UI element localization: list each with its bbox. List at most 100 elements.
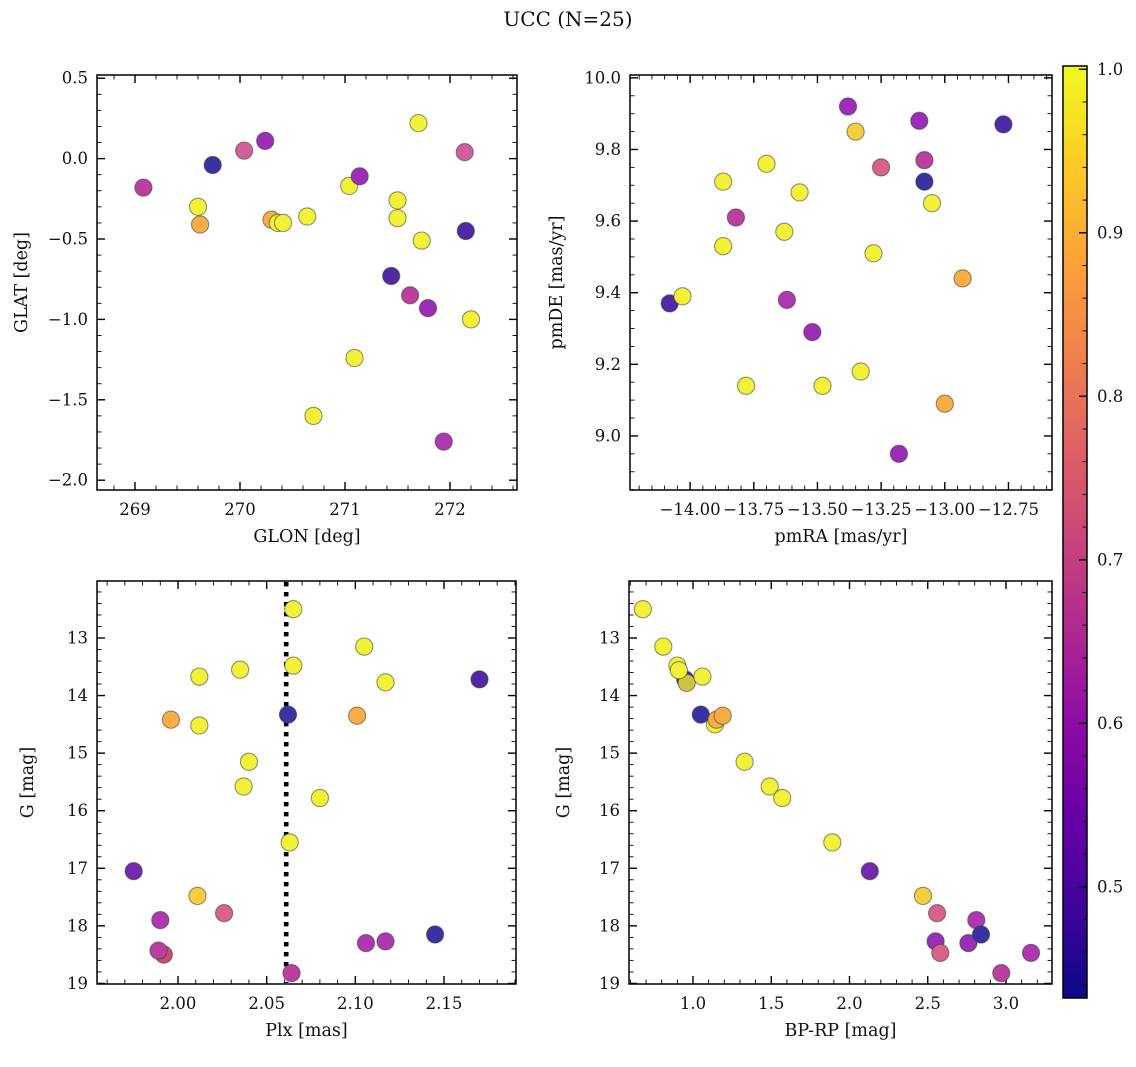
- colorbar-tick-label: 0.5: [1097, 877, 1123, 896]
- scatter-point: [400, 286, 420, 305]
- scatter-point: [691, 705, 710, 724]
- scatter-point: [860, 862, 879, 881]
- scatter-point: [456, 221, 475, 241]
- x-tick-label: 271: [329, 500, 361, 519]
- scatter-point: [813, 376, 832, 395]
- scatter-point: [382, 266, 401, 286]
- scatter-point: [280, 833, 299, 852]
- scatter-point: [214, 904, 234, 923]
- scatter-point: [284, 600, 303, 619]
- y-tick-label: 9.2: [595, 355, 621, 374]
- scatter-point: [790, 183, 809, 202]
- scatter-point: [418, 298, 438, 318]
- y-tick-label: −1.0: [48, 310, 88, 329]
- y-tick-label: 13: [599, 628, 620, 647]
- scatter-point: [713, 706, 732, 725]
- scatter-point: [773, 788, 792, 808]
- scatter-point: [356, 933, 376, 953]
- plot-frame: [96, 580, 517, 985]
- y-tick-label: 18: [67, 916, 88, 935]
- scatter-point: [735, 752, 754, 771]
- y-tick-label: 10.0: [584, 68, 621, 87]
- scatter-point: [915, 172, 934, 191]
- x-axis-label: pmRA [mas/yr]: [775, 527, 908, 547]
- y-tick-label: 18: [599, 916, 620, 935]
- scatter-point: [388, 208, 407, 228]
- x-tick-label: 1.5: [758, 994, 784, 1013]
- scatter-point: [304, 406, 323, 426]
- y-tick-label: 19: [599, 974, 620, 993]
- scatter-point: [994, 115, 1013, 134]
- scatter-point: [871, 158, 891, 177]
- x-tick-label: −13.75: [723, 500, 784, 519]
- scatter-point: [376, 932, 395, 951]
- scatter-point: [823, 833, 842, 852]
- scatter-point: [310, 788, 330, 808]
- scatter-point: [190, 716, 209, 735]
- scatter-point: [669, 661, 689, 680]
- x-tick-label: −12.75: [978, 500, 1039, 519]
- scatter-point: [953, 269, 972, 288]
- scatter-point: [654, 637, 673, 656]
- scatter-point: [134, 178, 153, 197]
- x-tick-label: 2.15: [426, 994, 463, 1013]
- scatter-point: [347, 706, 367, 725]
- x-tick-label: 1.0: [680, 994, 706, 1013]
- scatter-point: [838, 97, 858, 116]
- scatter-point: [726, 208, 746, 227]
- y-tick-label: −2.0: [48, 471, 88, 490]
- y-tick-label: 14: [599, 686, 620, 705]
- plot-frame: [96, 74, 518, 491]
- y-tick-label: 0.5: [62, 69, 88, 88]
- y-tick-label: 9.4: [595, 283, 621, 302]
- scatter-point: [234, 777, 253, 796]
- y-tick-label: 14: [67, 686, 88, 705]
- figure-title: UCC (N=25): [503, 7, 633, 31]
- scatter-point: [931, 943, 950, 963]
- y-tick-label: 9.6: [595, 212, 621, 231]
- scatter-point: [1021, 943, 1041, 963]
- y-axis-label: G [mag]: [18, 747, 38, 818]
- scatter-point: [151, 910, 170, 930]
- scatter-point: [161, 710, 181, 729]
- scatter-point: [971, 925, 991, 944]
- scatter-point: [282, 963, 301, 983]
- scatter-point: [284, 656, 303, 675]
- y-axis-label: pmDE [mas/yr]: [547, 216, 567, 350]
- scatter-point: [256, 131, 275, 151]
- x-axis-label: Plx [mas]: [265, 1021, 347, 1041]
- x-tick-label: 3.0: [993, 994, 1019, 1013]
- scatter-point: [149, 941, 168, 960]
- colorbar-gradient: [1062, 65, 1088, 999]
- y-tick-label: 13: [67, 628, 88, 647]
- plot-frame: [629, 74, 1053, 491]
- scatter-point: [376, 673, 395, 692]
- colorbar-tick-label: 0.9: [1097, 223, 1123, 242]
- scatter-point: [846, 122, 865, 141]
- scatter-point: [230, 660, 250, 679]
- panel-glat-vs-glon: 269 270 271 272 0.5 0.0 −0.5 −1.0 −1.5 −2.0 GLON […: [12, 69, 518, 547]
- scatter-point: [239, 752, 259, 771]
- x-tick-label: −13.25: [851, 500, 912, 519]
- x-axis-label: BP-RP [mag]: [785, 1021, 897, 1041]
- y-tick-label: 16: [67, 801, 88, 820]
- scatter-point: [190, 667, 209, 686]
- scatter-point: [190, 215, 210, 234]
- x-axis-label: GLON [deg]: [253, 527, 360, 547]
- scatter-point: [959, 933, 978, 953]
- scatter-point: [777, 290, 797, 310]
- scatter-point: [714, 237, 733, 256]
- x-tick-label: −13.00: [914, 500, 975, 519]
- y-axis-label: GLAT [deg]: [12, 232, 32, 333]
- scatter-point: [434, 432, 453, 451]
- colorbar-tick-label: 1.0: [1097, 60, 1123, 79]
- scatter-point: [736, 376, 756, 395]
- y-tick-label: 19: [67, 974, 88, 993]
- scatter-point: [188, 197, 208, 216]
- panel-g-vs-bprp: 1.0 1.5 2.0 2.5 3.0 13 14 15 16 17 18 19 BP-RP [mag]…: [554, 580, 1053, 1041]
- y-tick-label: −0.5: [48, 230, 88, 249]
- scatter-point: [851, 362, 870, 381]
- y-tick-label: −1.5: [48, 390, 88, 409]
- scatter-point: [425, 925, 445, 944]
